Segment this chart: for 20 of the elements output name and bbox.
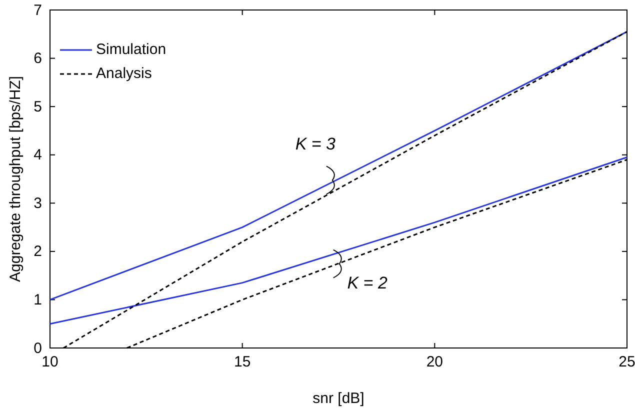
x-tick-label: 15 [234, 354, 251, 371]
legend-label: Analysis [96, 64, 152, 82]
legend-label: Simulation [96, 40, 166, 58]
y-tick-label: 4 [34, 146, 42, 164]
y-tick-label: 2 [34, 243, 42, 260]
annotation: K = 2 [347, 273, 388, 292]
y-tick-label: 0 [34, 340, 42, 357]
line-series [49, 156, 628, 325]
x-axis-title: snr [dB] [312, 390, 364, 407]
x-tick-label: 25 [618, 354, 635, 371]
x-tick-label: 10 [42, 354, 58, 371]
y-tick-label: 3 [34, 194, 42, 212]
y-tick-label: 5 [34, 98, 42, 116]
annotation: K = 3 [295, 134, 336, 154]
x-tick-label: 20 [426, 354, 444, 371]
y-tick-label: 1 [34, 292, 42, 309]
y-axis-title: Aggregate throughput [bps/HZ] [7, 76, 24, 282]
y-tick-label: 6 [34, 50, 42, 68]
y-tick-label: 7 [34, 2, 42, 19]
line-series [49, 30, 628, 300]
